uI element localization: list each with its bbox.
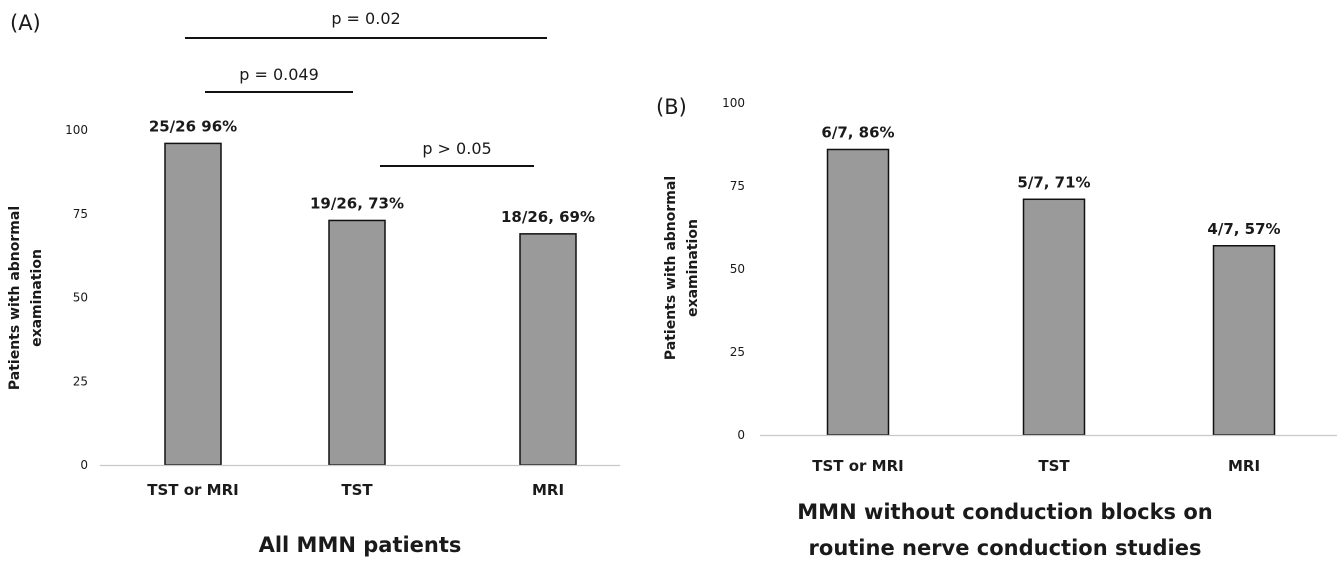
panel-b-ytick-label: 100 xyxy=(722,96,745,110)
panel-b-bar xyxy=(1022,198,1086,436)
panel-a-ytick-label: 75 xyxy=(73,207,88,221)
panel-b-category-label: TST xyxy=(1038,457,1070,475)
panel-a-ylabel-line: Patients with abnormal xyxy=(7,206,23,390)
panel-a-data-label: 25/26 96% xyxy=(149,117,237,135)
panel-a-ytick-label: 50 xyxy=(73,291,88,305)
panel-b-category-label: TST or MRI xyxy=(812,457,903,475)
panel-a-category-label: TST xyxy=(341,481,373,499)
panel-b-category-label: MRI xyxy=(1228,457,1260,475)
panel-a-bar xyxy=(519,233,577,466)
panel-b-data-label: 5/7, 71% xyxy=(1017,173,1090,191)
panel-b-bar xyxy=(1212,245,1276,436)
panel-a-label: (A) xyxy=(10,11,41,35)
panel-a-xlabel: All MMN patients xyxy=(259,533,462,557)
panel-b-bar xyxy=(826,148,890,436)
panel-a-p-value: p = 0.02 xyxy=(331,9,400,28)
panel-b-ytick-label: 50 xyxy=(730,262,745,276)
panel-a-bar xyxy=(328,219,386,466)
panel-b-ytick-label: 0 xyxy=(737,428,745,442)
panel-a-ytick-label: 25 xyxy=(73,374,88,388)
panel-a-ylabel-line: examination xyxy=(29,249,45,347)
panel-b-data-label: 6/7, 86% xyxy=(821,123,894,141)
panel-a-category-label: MRI xyxy=(532,481,564,499)
panel-a-category-label: TST or MRI xyxy=(147,481,238,499)
panel-a-p-value: p = 0.049 xyxy=(239,65,319,84)
panel-b-ylabel-line: examination xyxy=(685,219,701,317)
panel-b-ytick-label: 25 xyxy=(730,345,745,359)
panel-b-xlabel: routine nerve conduction studies xyxy=(809,536,1202,560)
panel-a-ytick-label: 0 xyxy=(80,458,88,472)
panel-b-xlabel: MMN without conduction blocks on xyxy=(797,500,1212,524)
panel-a-data-label: 19/26, 73% xyxy=(310,194,404,212)
panel-a-data-label: 18/26, 69% xyxy=(501,208,595,226)
panel-b-label: (B) xyxy=(656,95,687,119)
panel-b-ylabel-line: Patients with abnormal xyxy=(663,176,679,360)
panel-a-ytick-label: 100 xyxy=(65,123,88,137)
panel-b-data-label: 4/7, 57% xyxy=(1207,220,1280,238)
panel-b-ytick-label: 75 xyxy=(730,179,745,193)
panel-a-p-value: p > 0.05 xyxy=(422,139,491,158)
panel-a-bar xyxy=(164,142,222,466)
